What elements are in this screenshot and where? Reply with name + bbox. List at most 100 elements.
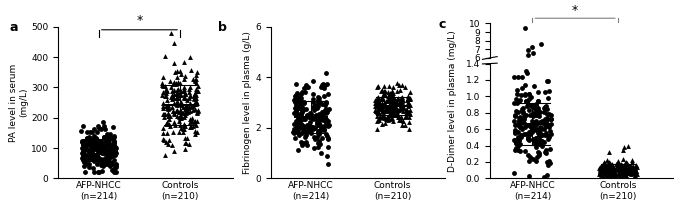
Point [88, 139, 99, 142]
Point [540, 121, 551, 125]
Point [530, 113, 541, 117]
Point [158, 106, 169, 110]
Point [297, 124, 308, 127]
Point [171, 109, 182, 113]
Point [301, 123, 312, 127]
Point [527, 137, 538, 140]
Point [101, 152, 112, 155]
Point [510, 113, 521, 117]
Point [318, 118, 329, 122]
Point [188, 108, 199, 112]
Point [105, 145, 116, 149]
Point [616, 169, 627, 173]
Point [525, 155, 536, 159]
Point [534, 128, 545, 131]
Point [523, 136, 534, 140]
Point [508, 138, 519, 142]
Point [158, 137, 169, 140]
Point [190, 88, 201, 91]
Point [166, 31, 177, 35]
Point [520, 92, 531, 96]
Point [601, 167, 612, 171]
Point [299, 90, 310, 94]
Point [512, 88, 523, 92]
Point [312, 104, 323, 108]
Point [630, 169, 641, 173]
Point [527, 119, 538, 122]
Point [380, 99, 391, 102]
Point [290, 130, 301, 133]
Point [393, 108, 403, 112]
Point [525, 129, 536, 133]
Point [520, 150, 531, 153]
Point [109, 141, 120, 145]
Point [166, 97, 177, 101]
Point [543, 96, 553, 99]
Point [318, 127, 329, 130]
Point [298, 141, 309, 145]
Point [543, 160, 554, 163]
Point [601, 168, 612, 172]
Point [293, 131, 304, 134]
Point [294, 104, 305, 108]
Point [306, 112, 316, 116]
Point [105, 161, 116, 164]
Point [86, 146, 97, 150]
Point [622, 169, 633, 172]
Point [293, 126, 304, 129]
Point [297, 125, 308, 128]
Point [87, 157, 98, 160]
Point [522, 48, 533, 52]
Point [627, 165, 638, 169]
Point [395, 115, 406, 118]
Point [625, 167, 636, 170]
Point [190, 78, 201, 81]
Point [86, 142, 97, 146]
Point [185, 125, 196, 128]
Point [108, 158, 119, 162]
Point [629, 175, 640, 179]
Point [630, 167, 640, 171]
Point [536, 144, 547, 148]
Point [105, 153, 116, 157]
Point [186, 117, 197, 120]
Point [93, 171, 104, 174]
Point [390, 104, 401, 108]
Point [184, 55, 195, 59]
Point [184, 94, 195, 97]
Point [86, 141, 97, 144]
Point [159, 113, 170, 116]
Point [173, 119, 184, 122]
Point [531, 136, 542, 140]
Point [390, 100, 401, 103]
Point [518, 110, 529, 114]
Point [629, 166, 640, 170]
Point [514, 149, 525, 152]
Point [190, 78, 201, 82]
Point [531, 159, 542, 163]
Point [314, 101, 325, 104]
Point [93, 171, 104, 174]
Point [299, 117, 310, 120]
Point [604, 165, 615, 168]
Point [316, 136, 327, 140]
Point [599, 175, 610, 178]
Point [109, 146, 120, 149]
Point [600, 172, 611, 175]
Point [173, 130, 184, 134]
Point [627, 169, 638, 173]
Point [513, 116, 524, 120]
Point [520, 132, 531, 136]
Point [300, 83, 311, 87]
Point [606, 170, 617, 173]
Point [377, 115, 388, 119]
Point [82, 131, 93, 134]
Point [319, 108, 330, 112]
Point [531, 136, 542, 140]
Point [379, 84, 390, 88]
Point [618, 167, 629, 171]
Point [290, 112, 301, 116]
Point [385, 107, 396, 111]
Point [598, 167, 609, 171]
Point [378, 103, 389, 106]
